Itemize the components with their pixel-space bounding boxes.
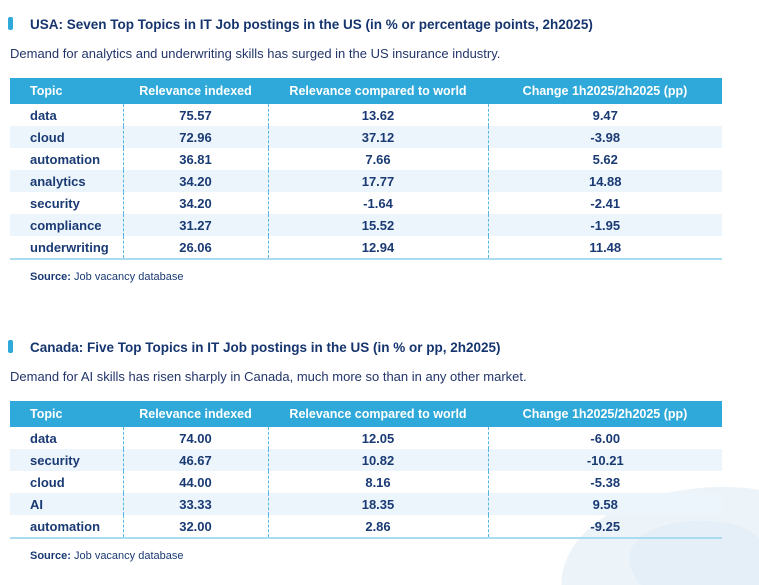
value-cell: 34.20 [122, 170, 268, 192]
column-header-relevance-world: Relevance compared to world [268, 401, 488, 427]
section-canada-header: Canada: Five Top Topics in IT Job postin… [0, 284, 759, 356]
value-cell: 9.47 [487, 104, 722, 126]
value-cell: 7.66 [267, 148, 488, 170]
value-cell: 5.62 [487, 148, 722, 170]
value-cell: 10.82 [267, 449, 488, 471]
column-header-relevance-world: Relevance compared to world [268, 78, 488, 104]
topic-cell: automation [30, 518, 101, 534]
source-text: Job vacancy database [70, 271, 184, 283]
section-canada: Canada: Five Top Topics in IT Job postin… [0, 284, 759, 563]
table-row: automation 36.81 7.66 5.62 [10, 148, 722, 170]
table-row: security 46.67 10.82 -10.21 [10, 449, 722, 471]
topic-cell: security [30, 452, 80, 468]
value-cell: 26.06 [122, 236, 268, 259]
topic-cell: analytics [30, 173, 86, 189]
column-header-topic: Topic [10, 78, 123, 104]
value-cell: -6.00 [487, 427, 722, 449]
source-note: Source: Job vacancy database [30, 271, 759, 284]
topic-cell: AI [30, 496, 43, 512]
value-cell: -9.25 [487, 515, 722, 538]
table-row: AI 33.33 18.35 9.58 [10, 493, 722, 515]
table-header-row: Topic Relevance indexed Relevance compar… [10, 78, 722, 104]
section-usa-header: USA: Seven Top Topics in IT Job postings… [0, 0, 759, 33]
value-cell: 15.52 [267, 214, 488, 236]
source-label: Source: [30, 550, 71, 562]
table-row: analytics 34.20 17.77 14.88 [10, 170, 722, 192]
topic-cell: cloud [30, 474, 65, 490]
table-row: cloud 72.96 37.12 -3.98 [10, 126, 722, 148]
value-cell: -1.95 [487, 214, 722, 236]
table-row: automation 32.00 2.86 -9.25 [10, 515, 722, 538]
canada-topics-table: Topic Relevance indexed Relevance compar… [10, 401, 722, 539]
topic-cell: cloud [30, 129, 65, 145]
value-cell: 44.00 [122, 471, 268, 493]
section-subtitle: Demand for analytics and underwriting sk… [10, 46, 501, 61]
value-cell: 34.20 [122, 192, 268, 214]
value-cell: -2.41 [487, 192, 722, 214]
source-note: Source: Job vacancy database [30, 550, 759, 563]
topic-cell: data [30, 107, 57, 123]
value-cell: 46.67 [122, 449, 268, 471]
column-header-change: Change 1h2025/2h2025 (pp) [488, 78, 722, 104]
topic-cell: underwriting [30, 239, 109, 255]
usa-topics-table: Topic Relevance indexed Relevance compar… [10, 78, 722, 260]
column-header-topic: Topic [10, 401, 123, 427]
topic-cell: data [30, 430, 57, 446]
topic-cell: automation [30, 151, 101, 167]
value-cell: 36.81 [122, 148, 268, 170]
topic-cell: security [30, 195, 80, 211]
value-cell: -1.64 [267, 192, 488, 214]
value-cell: 17.77 [267, 170, 488, 192]
table-row: data 75.57 13.62 9.47 [10, 104, 722, 126]
value-cell: 12.94 [267, 236, 488, 259]
value-cell: 72.96 [122, 126, 268, 148]
topic-cell: compliance [30, 217, 102, 233]
section-title: Canada: Five Top Topics in IT Job postin… [30, 340, 501, 355]
column-header-relevance-indexed: Relevance indexed [123, 401, 268, 427]
value-cell: 18.35 [267, 493, 488, 515]
value-cell: 9.58 [487, 493, 722, 515]
source-text: Job vacancy database [70, 550, 184, 562]
value-cell: 13.62 [267, 104, 488, 126]
value-cell: 75.57 [122, 104, 268, 126]
table-row: underwriting 26.06 12.94 11.48 [10, 236, 722, 259]
table-row: compliance 31.27 15.52 -1.95 [10, 214, 722, 236]
value-cell: 31.27 [122, 214, 268, 236]
value-cell: 74.00 [122, 427, 268, 449]
value-cell: -3.98 [487, 126, 722, 148]
value-cell: 37.12 [267, 126, 488, 148]
table-header-row: Topic Relevance indexed Relevance compar… [10, 401, 722, 427]
section-bullet-icon [8, 340, 13, 353]
value-cell: 11.48 [487, 236, 722, 259]
table-row: data 74.00 12.05 -6.00 [10, 427, 722, 449]
value-cell: -10.21 [487, 449, 722, 471]
section-subtitle: Demand for AI skills has risen sharply i… [10, 369, 527, 384]
value-cell: -5.38 [487, 471, 722, 493]
table-row: security 34.20 -1.64 -2.41 [10, 192, 722, 214]
column-header-change: Change 1h2025/2h2025 (pp) [488, 401, 722, 427]
section-bullet-icon [8, 17, 13, 30]
section-usa: USA: Seven Top Topics in IT Job postings… [0, 0, 759, 284]
value-cell: 14.88 [487, 170, 722, 192]
section-title: USA: Seven Top Topics in IT Job postings… [30, 17, 593, 32]
column-header-relevance-indexed: Relevance indexed [123, 78, 268, 104]
value-cell: 12.05 [267, 427, 488, 449]
value-cell: 32.00 [122, 515, 268, 538]
value-cell: 2.86 [267, 515, 488, 538]
value-cell: 8.16 [267, 471, 488, 493]
value-cell: 33.33 [122, 493, 268, 515]
source-label: Source: [30, 271, 71, 283]
table-row: cloud 44.00 8.16 -5.38 [10, 471, 722, 493]
